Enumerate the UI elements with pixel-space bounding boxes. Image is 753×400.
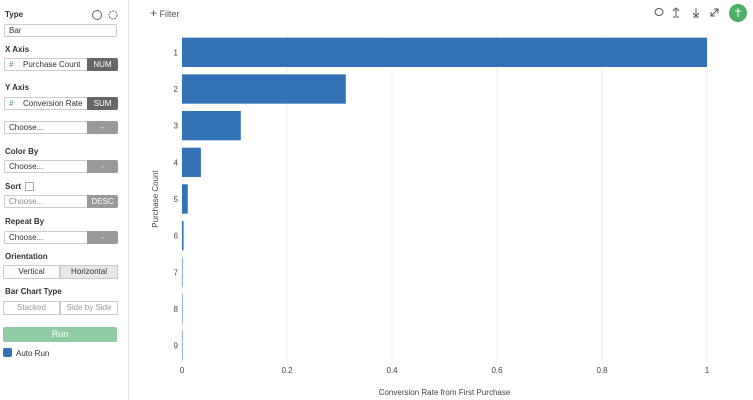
bar bbox=[182, 331, 183, 361]
y-tick-label: 7 bbox=[174, 268, 179, 277]
bar bbox=[182, 37, 707, 67]
agg[interactable]: - bbox=[87, 160, 118, 173]
bar bbox=[182, 221, 184, 251]
type-select[interactable]: Bar bbox=[4, 24, 117, 37]
field[interactable]: Choose... bbox=[4, 121, 88, 134]
x-tick-label: 0.8 bbox=[596, 366, 608, 375]
checkbox[interactable] bbox=[25, 182, 34, 191]
x-axis-label: Conversion Rate from First Purchase bbox=[379, 388, 511, 397]
label: Orientation bbox=[5, 252, 48, 261]
bar bbox=[182, 257, 183, 287]
y-tick-label: 3 bbox=[174, 122, 179, 131]
y-tick-label: 5 bbox=[174, 195, 179, 204]
hash-icon: # bbox=[9, 99, 14, 108]
option[interactable]: Stacked bbox=[3, 301, 60, 315]
option[interactable]: Vertical bbox=[3, 265, 60, 279]
option[interactable]: Horizontal bbox=[60, 265, 118, 279]
bar bbox=[182, 74, 346, 104]
bar bbox=[182, 147, 201, 177]
y-tick-label: 4 bbox=[174, 158, 179, 167]
x-tick-label: 0.2 bbox=[281, 366, 293, 375]
y-tick-label: 6 bbox=[174, 232, 179, 241]
sidebar: Type Bar X Axis Purchase Count # NUM Y A… bbox=[0, 0, 129, 400]
label: Bar Chart Type bbox=[5, 287, 62, 296]
bar bbox=[182, 111, 241, 141]
y-axis-label: Purchase Count bbox=[151, 170, 160, 228]
y-tick-label: 9 bbox=[174, 342, 179, 351]
agg[interactable]: SUM bbox=[87, 97, 118, 110]
agg[interactable]: - bbox=[87, 121, 118, 134]
label: Y Axis bbox=[5, 83, 30, 92]
icons bbox=[92, 10, 118, 20]
field[interactable]: Purchase Count bbox=[4, 58, 88, 71]
label: Repeat By bbox=[5, 217, 45, 226]
label: Color By bbox=[5, 147, 39, 156]
filter[interactable]: + Filter bbox=[150, 6, 180, 20]
x-tick-label: 0 bbox=[180, 366, 185, 375]
x-tick-label: 0.6 bbox=[491, 366, 503, 375]
y-tick-label: 1 bbox=[174, 48, 179, 57]
field[interactable]: Conversion Rate fr bbox=[4, 97, 88, 110]
checkbox[interactable] bbox=[3, 348, 12, 357]
hash-icon: # bbox=[9, 60, 14, 69]
agg[interactable]: - bbox=[87, 231, 118, 244]
label: Auto Run bbox=[16, 349, 50, 358]
label: X Axis bbox=[5, 45, 30, 54]
toolbar-icons bbox=[654, 4, 747, 22]
order[interactable]: DESC bbox=[87, 195, 118, 208]
label: Type bbox=[5, 10, 24, 19]
x-tick-label: 1 bbox=[705, 366, 710, 375]
option[interactable]: Side by Side bbox=[60, 301, 118, 315]
y-tick-label: 2 bbox=[174, 85, 179, 94]
bar bbox=[182, 294, 183, 324]
agg[interactable]: NUM bbox=[87, 58, 118, 71]
run-button[interactable]: Run bbox=[3, 327, 117, 342]
bar bbox=[182, 184, 188, 214]
x-tick-label: 0.4 bbox=[386, 366, 398, 375]
label: Sort bbox=[5, 182, 21, 191]
filter-label[interactable]: Filter bbox=[159, 9, 180, 19]
y-tick-label: 8 bbox=[174, 305, 179, 314]
